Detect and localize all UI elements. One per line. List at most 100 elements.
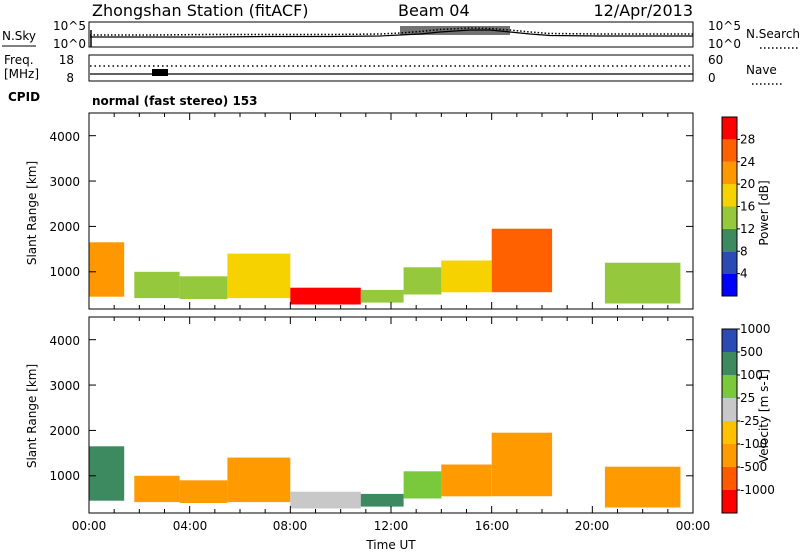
echo-region-0: [89, 446, 125, 501]
colorbar-tick-label: 8: [740, 244, 748, 258]
noise-left-tick-bottom: 10^0: [53, 37, 86, 51]
noise-spike-cluster: [400, 26, 510, 35]
echo-region-7: [441, 464, 492, 497]
noise-panel: N.Sky 10^5 10^0 10^5 10^0 N.Search: [2, 19, 800, 51]
velocity-ytick-2000: 2000: [49, 424, 80, 438]
x-tick-04: 04:00: [173, 519, 208, 533]
date-label: 12/Apr/2013: [593, 1, 693, 20]
echo-region-7: [441, 260, 492, 293]
echo-region-6: [403, 471, 442, 499]
nave-tick-bottom: 0: [708, 71, 716, 85]
colorbar-segment: [722, 161, 737, 185]
power-ytick-4000: 4000: [49, 130, 80, 144]
velocity-colorbar-label: Velocity [m s-1]: [757, 369, 771, 463]
power-ytick-3000: 3000: [49, 175, 80, 189]
power-ytick-2000: 2000: [49, 220, 80, 234]
colorbar-tick-label: 28: [740, 132, 755, 146]
station-title: Zhongshan Station (fitACF): [92, 1, 309, 20]
echo-region-6: [403, 267, 442, 295]
colorbar-tick-label: -100: [740, 437, 767, 451]
echo-region-1: [134, 475, 180, 503]
colorbar-tick-label: 25: [740, 391, 755, 405]
colorbar-tick-label: 12: [740, 222, 755, 236]
power-panel-frame: [88, 112, 694, 310]
freq-label-line2: [MHz]: [4, 67, 39, 81]
power-panel: Slant Range [km] 1000 2000 3000 4000 4 8 1…: [25, 112, 771, 310]
noise-search-trace: [90, 27, 693, 36]
nave-label: Nave: [746, 63, 777, 77]
nave-tick-top: 60: [708, 53, 723, 67]
freq-label-line1: Freq.: [4, 53, 34, 67]
echo-region-3: [227, 253, 291, 299]
colorbar-tick-label: 20: [740, 177, 755, 191]
echo-region-3: [227, 457, 291, 503]
echo-region-8: [491, 432, 553, 497]
power-colorbar-label: Power [dB]: [757, 180, 771, 245]
colorbar-segment: [722, 467, 737, 490]
velocity-ytick-4000: 4000: [49, 334, 80, 348]
x-tick-08: 08:00: [273, 519, 308, 533]
echo-region-2: [179, 480, 228, 503]
colorbar-segment: [722, 228, 737, 252]
colorbar-segment: [722, 139, 737, 162]
x-tick-24: 00:00: [676, 519, 711, 533]
beam-label: Beam 04: [398, 1, 470, 20]
colorbar-segment: [722, 184, 737, 207]
colorbar-segment: [722, 329, 737, 352]
colorbar-tick-label: 16: [740, 200, 755, 214]
echo-region-1: [134, 271, 180, 299]
noise-right-tick-bottom: 10^0: [708, 37, 741, 51]
noise-panel-frame: [88, 21, 694, 48]
colorbar-tick-label: -1000: [740, 483, 775, 497]
echo-region-2: [179, 276, 228, 299]
frequency-panel-frame: [88, 54, 694, 82]
x-tick-16: 16:00: [475, 519, 510, 533]
colorbar-tick-label: 1000: [740, 322, 771, 336]
cpid-value: normal (fast stereo) 153: [92, 94, 258, 108]
colorbar-tick-label: -25: [740, 414, 760, 428]
colorbar-segment: [722, 117, 737, 140]
colorbar-tick-label: 500: [740, 345, 763, 359]
echo-region-5: [360, 289, 404, 303]
echo-region-9: [604, 466, 681, 508]
colorbar-tick-label: 100: [740, 368, 763, 382]
echo-region-4: [290, 287, 361, 305]
cpid-label: CPID: [8, 90, 40, 104]
power-ylabel: Slant Range [km]: [25, 161, 39, 265]
noise-right-tick-top: 10^5: [708, 19, 741, 33]
velocity-ytick-3000: 3000: [49, 379, 80, 393]
echo-region-5: [360, 493, 404, 507]
echo-region-4: [290, 491, 361, 509]
freq-tick-bottom: 8: [66, 71, 74, 85]
noise-search-label: N.Search: [746, 27, 800, 41]
colorbar-segment: [722, 352, 737, 375]
echo-region-0: [89, 242, 125, 297]
velocity-panel-frame: [88, 316, 694, 514]
colorbar-segment: [722, 490, 737, 513]
velocity-ylabel: Slant Range [km]: [25, 364, 39, 468]
frequency-panel: Freq. [MHz] 18 8 60 0 Nave: [4, 53, 782, 85]
freq-tick-top: 18: [59, 53, 74, 67]
echo-region-8: [491, 228, 553, 293]
colorbar-segment: [722, 398, 737, 421]
velocity-ytick-1000: 1000: [49, 469, 80, 483]
colorbar-segment: [722, 273, 737, 296]
power-ytick-1000: 1000: [49, 265, 80, 279]
x-axis: 00:00 04:00 08:00 12:00 16:00 20:00 00:0…: [72, 519, 711, 552]
noise-left-tick-top: 10^5: [53, 19, 86, 33]
colorbar-segment: [722, 444, 737, 467]
x-axis-label: Time UT: [365, 538, 416, 552]
x-tick-20: 20:00: [575, 519, 610, 533]
frequency-blip: [152, 69, 168, 76]
colorbar-segment: [722, 206, 737, 229]
x-tick-12: 12:00: [374, 519, 409, 533]
echo-region-9: [604, 262, 681, 304]
colorbar-tick-label: 24: [740, 155, 755, 169]
noise-sky-label: N.Sky: [2, 29, 36, 43]
colorbar-segment: [722, 251, 737, 274]
x-tick-00: 00:00: [72, 519, 107, 533]
colorbar-tick-label: 4: [740, 267, 748, 281]
colorbar-segment: [722, 421, 737, 444]
velocity-panel: Slant Range [km] 1000 2000 3000 4000 -10…: [25, 316, 775, 514]
